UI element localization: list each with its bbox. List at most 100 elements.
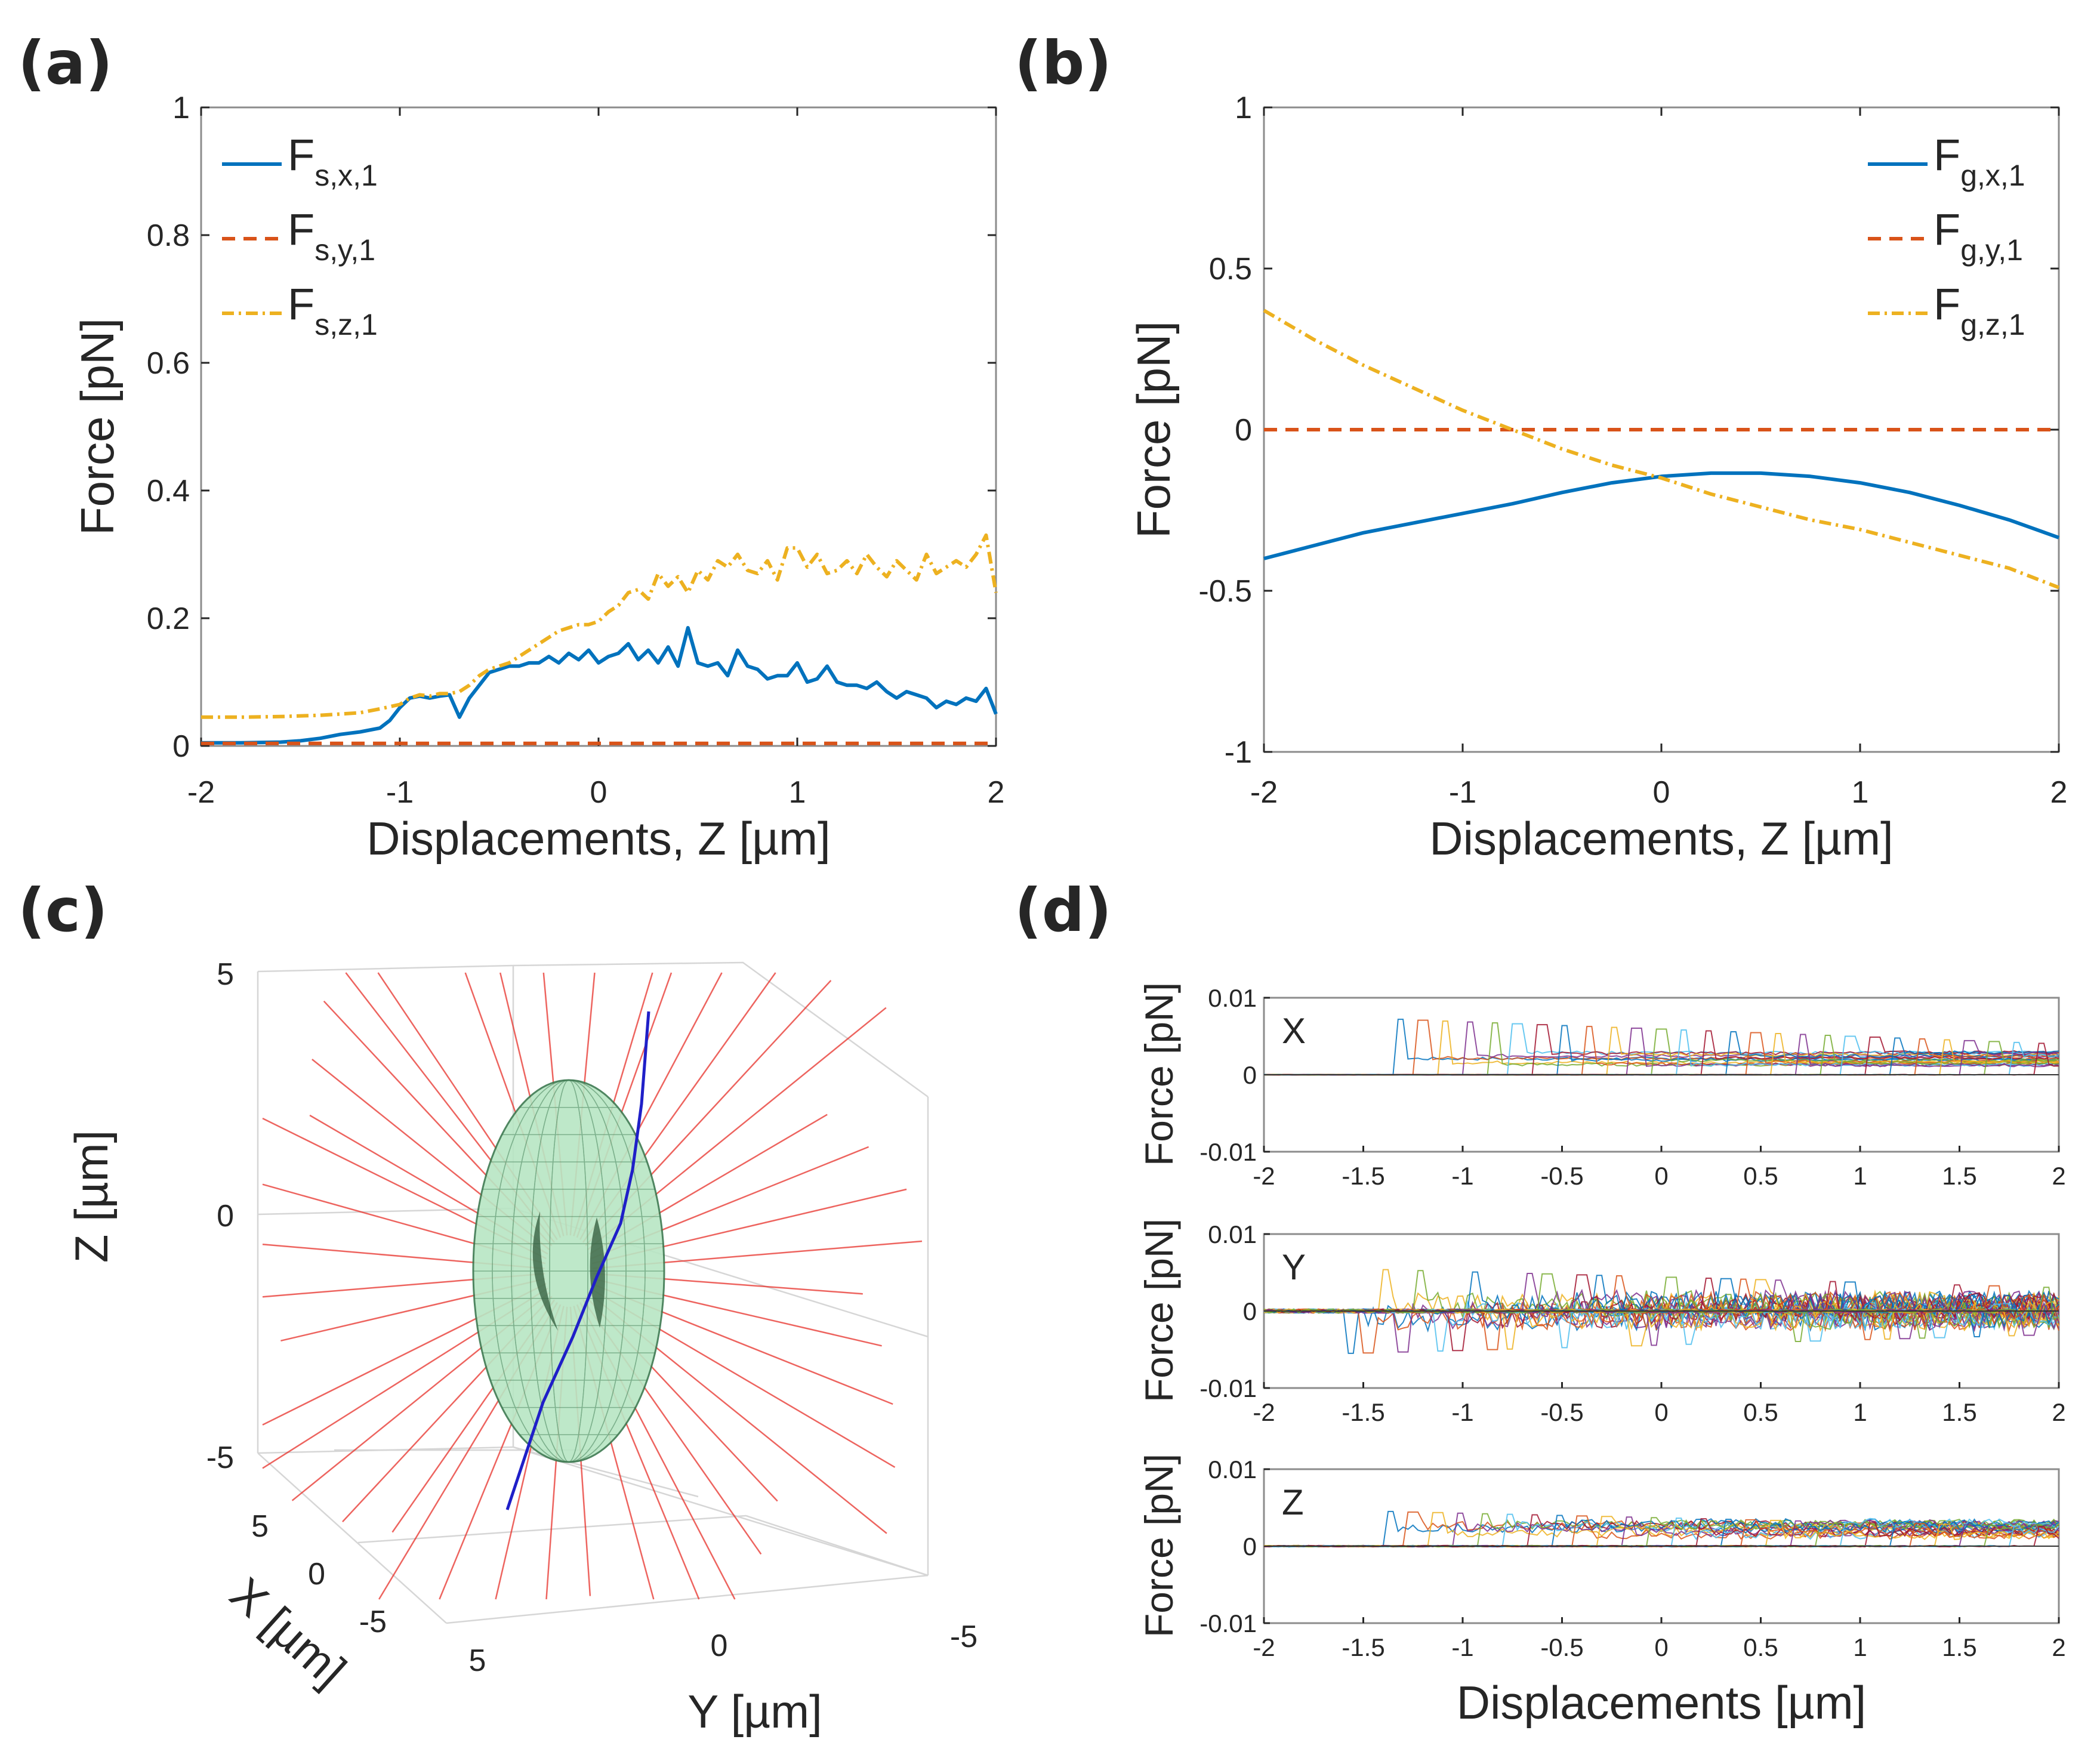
trace-line [1263, 1026, 2059, 1076]
trace-line [1263, 1025, 2059, 1076]
x-tick-label: 2 [2052, 1398, 2065, 1426]
y-tick-label: -0.01 [1199, 1609, 1257, 1637]
x-tick-label: 0.5 [1743, 1162, 1778, 1190]
trace-line [1263, 1021, 2059, 1076]
x-tick-label: 1.5 [1942, 1633, 1976, 1661]
x-tick-label: -1 [386, 775, 414, 810]
x-tick-label: 0 [1653, 775, 1670, 810]
x-tick-label: 5 [251, 1509, 269, 1544]
x-tick-labels-b: -2 -1 0 1 2 [1250, 775, 2068, 810]
x-axis-label-c: X [µm] [220, 1567, 356, 1697]
x-axis-label-d: Displacements [µm] [1457, 1676, 1866, 1729]
legend-entry-fsz: Fs,z,1 [288, 279, 378, 341]
y-tick-label: 0.6 [147, 346, 190, 381]
ellipsoid-3d [472, 1079, 665, 1463]
trace-line [1264, 1023, 2059, 1076]
x-axis-label-a: Displacements, Z [µm] [366, 812, 830, 865]
panel-c: (c) 5 0 -5 5 0 -5 5 0 -5 [18, 875, 977, 1738]
panel-label-a: (a) [18, 28, 113, 98]
y-axis-label-dx: Force [pN] [1137, 982, 1181, 1166]
x-tick-label: -5 [359, 1605, 387, 1639]
y-tick-label: 0.5 [1209, 252, 1252, 286]
x-axis-label-b: Displacements, Z [µm] [1429, 812, 1893, 865]
panel-a: (a) -2 -1 0 1 2 0 0.2 0.4 0.6 0.8 1 Disp… [18, 28, 1004, 865]
x-tick-label: -1.5 [1342, 1633, 1384, 1661]
y-axis-label-a: Force [pN] [71, 318, 124, 535]
trace-line [1263, 1024, 2059, 1076]
panel-label-d: (d) [1014, 875, 1112, 945]
y-tick-label: -5 [950, 1620, 977, 1654]
x-tick-label: 1 [1852, 775, 1869, 810]
x-tick-label: 1 [1853, 1398, 1867, 1426]
x-tick-label: -1.5 [1342, 1398, 1384, 1426]
axes-3d-ticks: 5 0 -5 5 0 -5 5 0 -5 [206, 957, 977, 1678]
series-line-s-z-1 [201, 533, 998, 719]
y-tick-labels-b: -1 -0.5 0 0.5 1 [1198, 91, 1252, 770]
y-tick-label: 1 [1235, 91, 1252, 125]
x-tick-label: 2 [988, 775, 1005, 810]
x-tick-label: 0 [308, 1557, 325, 1592]
y-tick-label: 0.8 [147, 218, 190, 253]
z-tick-label: 0 [217, 1199, 234, 1233]
y-tick-labels-a: 0 0.2 0.4 0.6 0.8 1 [147, 91, 190, 764]
legend-entry-fgz: Fg,z,1 [1934, 279, 2025, 341]
x-tick-label: -1 [1451, 1162, 1473, 1190]
x-tick-label: 2 [2052, 1633, 2065, 1661]
x-tick-label: -2 [187, 775, 215, 810]
x-tick-label: 0.5 [1743, 1398, 1778, 1426]
x-tick-label: 1 [1853, 1633, 1867, 1661]
y-axis-label-dz: Force [pN] [1137, 1454, 1181, 1637]
y-tick-label: 0.01 [1208, 1455, 1257, 1483]
subplot-x: X Force [pN] -2 -1.5 -1 -0.5 0 0.5 1 1.5 2 0.01 0 -… [1137, 982, 2066, 1190]
tick-marks-a [200, 106, 997, 747]
y-tick-label: 0.01 [1208, 984, 1257, 1012]
x-tick-label: 1.5 [1942, 1398, 1976, 1426]
subplot-z: Z Force [pN] -2 -1.5 -1 -0.5 0 0.5 1 1.5 2 0.01 0 -… [1137, 1454, 2066, 1661]
plot-lines-a [201, 533, 998, 745]
x-tick-label: -0.5 [1540, 1398, 1583, 1426]
z-tick-label: -5 [206, 1441, 234, 1475]
series-line-g-z-1 [1263, 309, 2060, 590]
y-tick-label: 0 [1235, 413, 1252, 448]
x-tick-label: -1.5 [1342, 1162, 1384, 1190]
x-tick-label: 2 [2052, 1162, 2065, 1190]
series-line-s-x-1 [201, 626, 998, 745]
x-tick-label: -2 [1250, 775, 1278, 810]
x-tick-label: -1 [1451, 1398, 1473, 1426]
y-axis-label-c: Y [µm] [687, 1685, 822, 1738]
y-tick-label: 0.2 [147, 602, 190, 636]
x-tick-label: -2 [1253, 1398, 1275, 1426]
trace-line [1263, 1022, 2059, 1076]
y-tick-label: 0.01 [1208, 1220, 1257, 1248]
subplot-label-x: X [1282, 1011, 1306, 1051]
y-axis-label-b: Force [pN] [1127, 321, 1180, 538]
subplot-y: Y Force [pN] -2 -1.5 -1 -0.5 0 0.5 1 1.5 2 0.01 0 -… [1137, 1219, 2066, 1426]
legend-entry-fgx: Fg,x,1 [1934, 130, 2025, 192]
legend-entry-fsx: Fs,x,1 [288, 130, 378, 192]
x-tick-label: 0 [1654, 1633, 1668, 1661]
axes-box-a [200, 106, 997, 747]
x-tick-label: -2 [1253, 1162, 1275, 1190]
panel-b: (b) -2 -1 0 1 2 -1 -0.5 0 0.5 1 Displace… [1014, 28, 2067, 865]
legend-b: Fg,x,1 Fg,y,1 Fg,z,1 [1868, 130, 2025, 341]
tick-marks-b [1263, 106, 2060, 753]
x-tick-label: 0.5 [1743, 1633, 1778, 1661]
ellipsoid-dimple-left [532, 1211, 558, 1331]
y-axis-label-dy: Force [pN] [1137, 1219, 1181, 1402]
z-tick-label: 5 [217, 957, 234, 992]
y-tick-label: 5 [469, 1643, 486, 1678]
ellipsoid-mesh [473, 1080, 664, 1463]
x-tick-label: -1 [1449, 775, 1476, 810]
particle-trajectory [505, 1011, 650, 1510]
subplot-label-y: Y [1282, 1247, 1306, 1287]
series-line-g-x-1 [1263, 471, 2060, 560]
x-tick-labels-a: -2 -1 0 1 2 [187, 775, 1005, 810]
x-tick-label: 2 [2050, 775, 2068, 810]
x-tick-label: 1 [789, 775, 806, 810]
subplot-label-z: Z [1282, 1482, 1304, 1522]
y-tick-label: 0 [1243, 1061, 1257, 1089]
panel-label-b: (b) [1014, 28, 1112, 98]
y-tick-label: 0.4 [147, 474, 190, 508]
x-tick-label: -0.5 [1540, 1633, 1583, 1661]
